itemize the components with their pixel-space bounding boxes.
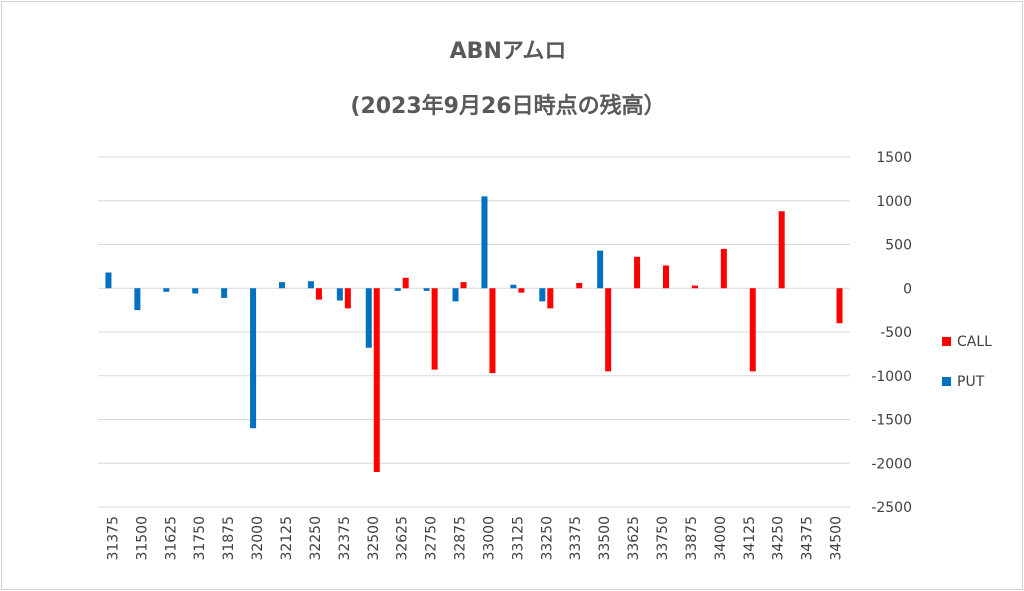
y-tick-label: 1000	[876, 194, 912, 210]
x-tick-label: 33000	[481, 516, 497, 561]
x-tick-label: 32375	[337, 516, 353, 561]
call-bar-33375	[576, 283, 583, 289]
call-bar-33000	[489, 288, 496, 374]
legend-swatch-put	[942, 377, 951, 386]
chart-subtitle: (2023年9月26日時点の残高）	[350, 93, 665, 119]
put-bar-32875	[452, 288, 459, 302]
put-bar-32250	[307, 281, 314, 289]
put-bar-32000	[250, 288, 257, 429]
put-bar-31750	[192, 288, 199, 294]
call-bar-33875	[691, 285, 698, 289]
put-bar-32500	[365, 288, 372, 348]
y-tick-label: -2500	[871, 500, 912, 516]
x-tick-label: 32500	[366, 516, 382, 561]
x-tick-label: 31875	[221, 516, 237, 561]
call-bar-34125	[749, 288, 756, 372]
x-tick-label: 33625	[626, 516, 642, 561]
y-tick-label: -1500	[871, 413, 912, 429]
call-bar-33250	[547, 288, 554, 309]
chart-title: ABNアムロ	[450, 39, 567, 64]
x-tick-label: 32000	[250, 516, 266, 561]
put-bar-31625	[163, 288, 170, 292]
call-bar-33500	[605, 288, 612, 372]
x-tick-label: 31375	[105, 516, 121, 561]
call-bar-34250	[778, 211, 785, 289]
legend: CALL PUT	[942, 334, 992, 390]
put-bar-33125	[510, 284, 517, 289]
legend-swatch-call	[942, 337, 951, 346]
put-bar-32125	[279, 282, 285, 289]
put-bar-31875	[221, 288, 228, 298]
x-tick-label: 32875	[453, 516, 469, 561]
y-tick-label: -1000	[871, 369, 912, 385]
put-bar-31375	[105, 272, 112, 289]
legend-label-put: PUT	[957, 374, 985, 390]
put-bar-33250	[539, 288, 546, 302]
call-bar-34500	[836, 288, 843, 324]
x-tick-label: 33875	[684, 516, 700, 561]
call-bar-33750	[663, 265, 669, 289]
gridlines	[98, 156, 850, 508]
y-tick-label: 1500	[876, 150, 912, 166]
x-tick-label: 31500	[134, 516, 150, 561]
put-bar-33500	[597, 250, 604, 289]
y-tick-label: 500	[885, 238, 912, 254]
call-bar-32250	[315, 288, 322, 300]
call-bar-33625	[634, 256, 641, 289]
put-bar-31500	[134, 288, 141, 311]
bars	[105, 196, 843, 472]
x-tick-label: 34500	[829, 516, 845, 561]
legend-label-call: CALL	[957, 334, 992, 350]
x-tick-label: 33250	[539, 516, 555, 561]
x-tick-label: 34250	[771, 516, 787, 561]
x-tick-label: 34000	[713, 516, 729, 561]
put-bar-32375	[336, 288, 343, 301]
put-bar-32750	[423, 288, 430, 291]
call-bar-32625	[402, 277, 409, 289]
x-tick-label: 32750	[424, 516, 440, 561]
x-tick-label: 32250	[308, 516, 324, 561]
put-bar-32625	[394, 288, 401, 291]
call-bar-32875	[460, 282, 467, 289]
x-tick-label: 33375	[568, 516, 584, 561]
call-bar-33125	[518, 288, 525, 293]
x-tick-label: 34375	[800, 516, 816, 561]
x-tick-label: 34125	[742, 516, 758, 561]
y-tick-label: -500	[880, 325, 912, 341]
call-bar-32375	[344, 288, 351, 309]
x-tick-label: 32125	[279, 516, 295, 561]
y-tick-label: 0	[903, 281, 912, 297]
x-tick-label: 33500	[597, 516, 613, 561]
y-tick-label: -2000	[871, 456, 912, 472]
x-tick-label: 33750	[655, 516, 671, 561]
x-tick-label: 31750	[192, 516, 208, 561]
x-tick-label: 31625	[163, 516, 179, 561]
x-tick-labels: 31375 31500 31625 31750 31875 32000 32125 32250…	[105, 516, 844, 561]
call-bar-32500	[373, 288, 380, 472]
y-tick-labels: 1500 1000 500 0 -500 -1000 -1500 -2000 -2500	[871, 150, 912, 516]
x-tick-label: 32625	[395, 516, 411, 561]
call-bar-34000	[720, 248, 727, 289]
put-bar-33000	[481, 196, 488, 289]
x-tick-label: 33125	[510, 516, 526, 561]
call-bar-32750	[431, 288, 438, 370]
